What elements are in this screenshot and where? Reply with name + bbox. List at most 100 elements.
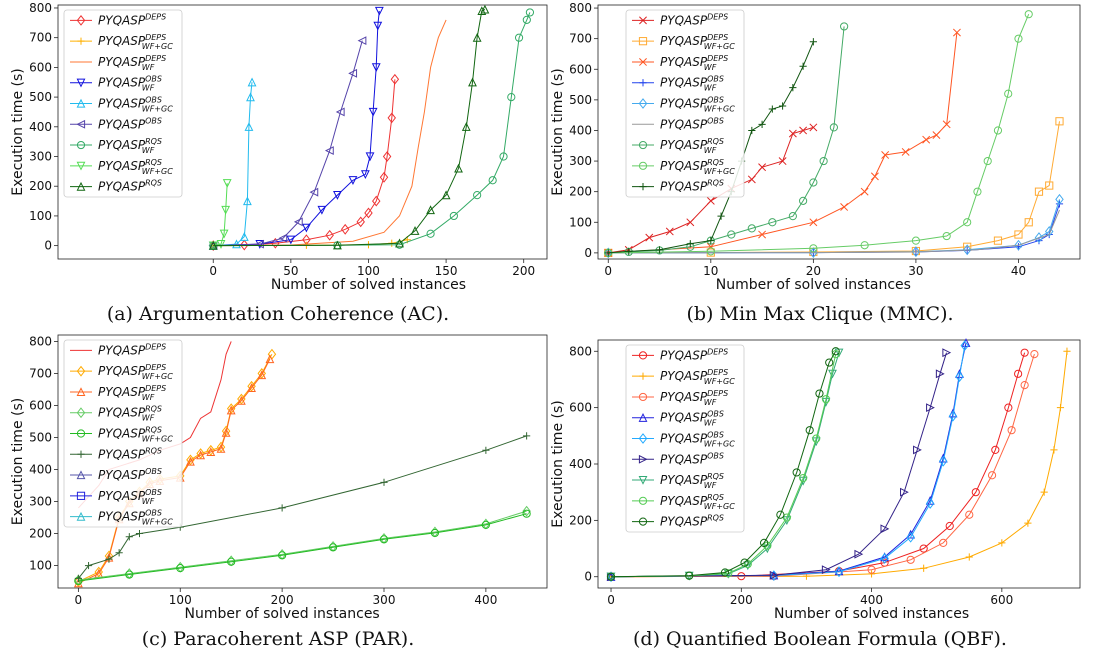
legend-entry: PYQASPRQS (632, 179, 724, 194)
y-tick-label: 400 (29, 120, 52, 134)
data-point (216, 443, 226, 453)
data-point (720, 568, 730, 577)
legend-entry: PYQASPOBS WF+GC (632, 96, 735, 114)
data-point (1007, 426, 1016, 435)
data-point (196, 450, 206, 460)
data-point (920, 564, 928, 572)
y-tick-label: 800 (569, 344, 592, 358)
y-tick-label: 500 (29, 430, 52, 444)
legend-label: PYQASPDEPS WF (660, 389, 728, 407)
legend-label: PYQASPRQS WF+GC (660, 493, 735, 511)
data-point (706, 196, 715, 205)
legend-entry: PYQASPRQS (632, 514, 724, 529)
legend-box (63, 339, 183, 528)
x-tick-label: 20 (806, 264, 821, 278)
data-point (724, 569, 733, 578)
legend-marker (77, 37, 85, 45)
series-line (213, 19, 447, 247)
series-line (213, 183, 228, 247)
data-point (360, 170, 370, 180)
x-tick-label: 400 (860, 593, 883, 607)
y-tick-label: 300 (29, 150, 52, 164)
legend-entry: PYQASPOBS (70, 467, 162, 482)
data-point (430, 528, 440, 538)
legend-marker (77, 450, 85, 458)
legend-entry: PYQASPDEPS WF (70, 54, 166, 72)
data-point (226, 403, 236, 415)
legend-marker (638, 433, 648, 444)
x-tick-label: 150 (435, 264, 458, 278)
legend-label: PYQASPOBS WF (660, 410, 724, 428)
y-tick-label: 100 (29, 559, 52, 573)
data-point (379, 171, 389, 183)
data-point (860, 187, 869, 196)
data-point (812, 434, 821, 443)
data-point (922, 135, 931, 144)
legend-marker (76, 98, 86, 108)
data-point (507, 92, 516, 102)
y-tick-label: 0 (584, 570, 592, 584)
legend-label: PYQASPOBS WF (98, 488, 162, 506)
data-point (769, 570, 779, 582)
data-point (960, 340, 969, 352)
data-point (206, 447, 216, 456)
legend-marker (639, 79, 647, 87)
plot-frame (57, 334, 548, 589)
legend-marker (76, 407, 86, 419)
data-point (176, 564, 185, 573)
legend-entry: PYQASPOBS WF (70, 488, 162, 506)
data-point (461, 122, 471, 131)
legend-marker (638, 161, 648, 170)
series-0 (209, 73, 400, 252)
y-axis-label: Execution time (s) (10, 398, 26, 525)
data-point (809, 244, 818, 253)
legend-label: PYQASPDEPS WF+GC (98, 33, 173, 51)
data-point (758, 120, 766, 128)
legend-marker (76, 491, 86, 500)
data-point (942, 120, 951, 129)
data-point (186, 456, 195, 466)
data-point (356, 216, 365, 228)
data-point (257, 368, 266, 379)
data-point (706, 247, 715, 256)
data-point (1024, 218, 1033, 227)
legend-entry: PYQASPDEPS WF+GC (70, 33, 173, 51)
y-tick-label: 100 (29, 209, 52, 223)
data-point (604, 247, 613, 259)
x-tick-label: 600 (990, 593, 1013, 607)
legend-label: PYQASPRQS WF (660, 472, 724, 490)
series-3 (208, 6, 384, 251)
data-point (372, 195, 381, 207)
data-point (246, 92, 255, 102)
data-point (196, 448, 205, 459)
y-tick-label: 300 (29, 495, 52, 509)
data-point (748, 126, 756, 135)
data-point (945, 521, 954, 531)
data-point (206, 444, 216, 456)
legend-marker (76, 470, 86, 480)
legend-label: PYQASPOBS WF (660, 75, 724, 93)
data-point (390, 73, 400, 85)
data-point (221, 425, 231, 437)
data-point (809, 38, 817, 46)
series-line (213, 40, 363, 247)
data-point (1004, 89, 1013, 98)
panel-par: 0 100 200 300 400 100 200 300 400 500 600 700 800 Num… (10, 334, 548, 622)
legend-marker (639, 372, 647, 380)
data-point (825, 358, 834, 367)
data-point (686, 218, 695, 227)
y-tick-label: 500 (569, 93, 592, 107)
legend-marker (76, 140, 86, 150)
x-axis-label: Number of solved instances (716, 277, 911, 293)
legend-label: PYQASPDEPS WF (660, 54, 728, 72)
data-point (955, 371, 964, 383)
y-axis-label: Execution time (s) (10, 68, 26, 195)
data-point (115, 549, 123, 557)
data-point (335, 107, 345, 117)
data-point (809, 178, 818, 187)
legend-marker (76, 119, 86, 129)
data-point (1063, 347, 1071, 355)
plot-frame (597, 4, 1081, 260)
series-line (213, 10, 380, 247)
data-point (374, 6, 384, 16)
